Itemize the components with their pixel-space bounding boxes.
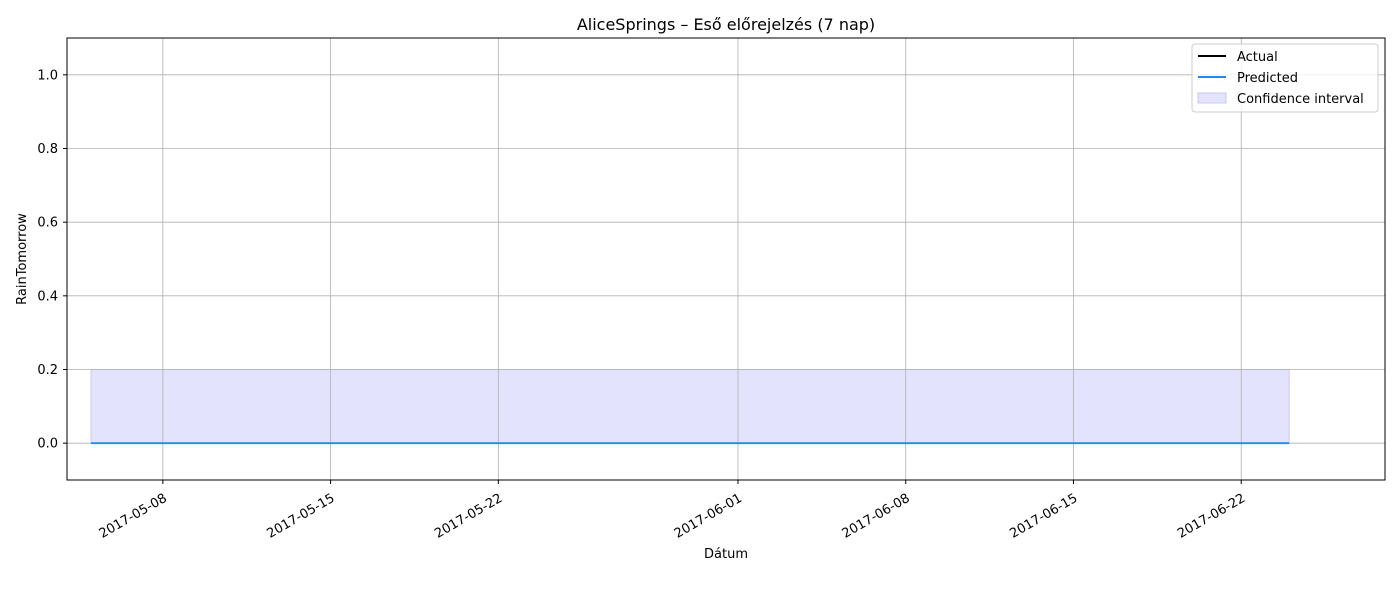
x-axis-label: Dátum (704, 547, 748, 562)
x-tick-label: 2017-05-22 (432, 491, 505, 542)
x-tick-label: 2017-06-08 (840, 491, 913, 542)
y-tick-label: 0.2 (37, 363, 58, 378)
legend-label-confidence-interval: Confidence interval (1237, 92, 1364, 107)
x-tick-label: 2017-05-15 (265, 491, 338, 542)
legend-label-predicted: Predicted (1237, 71, 1298, 86)
chart-title: AliceSprings – Eső előrejelzés (7 nap) (577, 15, 875, 34)
y-tick-label: 0.8 (37, 142, 58, 157)
legend-box (1191, 43, 1379, 113)
x-tick-label: 2017-05-08 (97, 491, 170, 542)
y-tick-label: 1.0 (37, 68, 58, 83)
x-tick-label: 2017-06-15 (1007, 491, 1080, 542)
x-tick-label: 2017-06-01 (672, 491, 745, 542)
x-axis-ticks: 2017-05-08 2017-05-15 2017-05-22 2017-06-01… (97, 480, 1248, 542)
y-tick-label: 0.4 (37, 289, 58, 304)
plot-area (66, 37, 1386, 481)
grid-lines (67, 38, 1385, 480)
y-tick-label: 0.0 (37, 437, 58, 452)
legend: Actual Predicted Confidence interval (1191, 43, 1379, 113)
y-axis-label: RainTomorrow (15, 213, 30, 305)
y-axis-ticks: 0.0 0.2 0.4 0.6 0.8 1.0 (37, 68, 67, 452)
legend-swatch-confidence-interval (1197, 92, 1227, 104)
confidence-interval-layer (90, 369, 1290, 444)
legend-label-actual: Actual (1237, 50, 1278, 65)
x-tick-label: 2017-06-22 (1175, 491, 1248, 542)
plot-frame (66, 37, 1386, 481)
y-tick-label: 0.6 (37, 216, 58, 231)
confidence-interval-band (90, 369, 1290, 444)
